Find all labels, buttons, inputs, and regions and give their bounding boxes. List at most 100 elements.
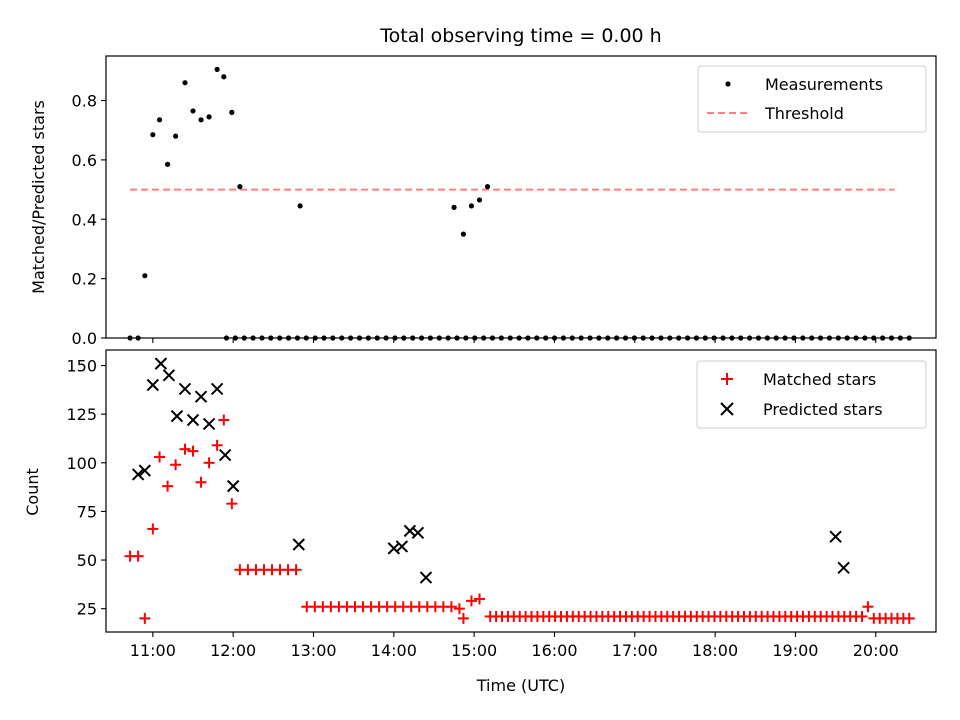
predicted-star-point xyxy=(186,413,200,427)
predicted-star-point xyxy=(154,357,168,370)
predicted-star-point xyxy=(131,468,145,481)
predicted-star-point xyxy=(837,561,850,575)
measurement-point xyxy=(451,204,457,210)
bottom-x-tick-label: 12:00 xyxy=(210,641,256,660)
predicted-star-point xyxy=(162,369,176,382)
matched-star-point xyxy=(218,414,230,426)
bottom-y-axis-label: Count xyxy=(23,468,42,516)
top-legend-box xyxy=(697,65,927,133)
bottom-x-ticks: 11:00 12:00 13:00 14:00 15:00 16:00 17:00 18:00… xyxy=(130,632,899,660)
matched-star-point xyxy=(170,459,182,471)
measurement-point xyxy=(182,80,188,86)
measurement-point xyxy=(468,203,475,209)
matched-star-point xyxy=(179,443,191,455)
measurement-point xyxy=(221,74,227,80)
top-y-tick-label: 0.4 xyxy=(72,210,97,229)
matched-star-point xyxy=(457,612,469,624)
matched-star-point xyxy=(290,564,302,576)
matched-star-point xyxy=(139,612,151,624)
matched-star-point xyxy=(154,451,166,463)
measurement-point xyxy=(229,109,235,115)
top-panel: Matched/Predicted stars 0.00.20.40.60.8 … xyxy=(29,55,937,348)
bottom-y-tick-label: 100 xyxy=(66,454,97,473)
matched-star-point xyxy=(132,550,144,562)
matched-star-point xyxy=(162,480,174,492)
predicted-star-point xyxy=(210,382,224,396)
measurement-point xyxy=(156,117,163,123)
measurement-point xyxy=(476,197,483,203)
predicted-star-point xyxy=(419,571,433,584)
predicted-star-point xyxy=(170,409,184,423)
matched-star-point xyxy=(445,601,457,613)
matched-star-point xyxy=(211,439,223,451)
legend-predicted-marker xyxy=(720,402,734,416)
legend-matched-label: Matched stars xyxy=(763,370,876,389)
bottom-x-tick-label: 13:00 xyxy=(290,641,336,660)
bottom-x-axis-label: Time (UTC) xyxy=(476,676,565,695)
bottom-x-tick-label: 19:00 xyxy=(772,641,818,660)
bottom-x-tick-label: 16:00 xyxy=(531,641,577,660)
legend-measurements-marker xyxy=(725,81,731,87)
predicted-star-points xyxy=(131,357,850,584)
bottom-panel: Count Time (UTC) 25 50 75 100 125 150 11:00 12… xyxy=(23,349,937,695)
predicted-star-point xyxy=(218,448,232,462)
bottom-x-tick-label: 17:00 xyxy=(612,641,658,660)
matched-star-point xyxy=(465,595,477,607)
top-y-tick-label: 0.2 xyxy=(72,270,97,289)
measurement-point xyxy=(150,132,156,138)
bottom-x-tick-label: 11:00 xyxy=(130,641,176,660)
matched-star-point xyxy=(147,523,159,535)
top-y-tick-label: 0.6 xyxy=(72,151,97,170)
top-y-tick-label: 0.8 xyxy=(72,92,97,111)
predicted-star-point xyxy=(829,530,842,543)
predicted-star-point xyxy=(411,526,425,540)
chart-title: Total observing time = 0.00 h xyxy=(379,25,661,47)
measurement-point xyxy=(214,66,220,72)
matched-star-point xyxy=(187,445,199,457)
predicted-star-point xyxy=(395,540,409,553)
bottom-legend-box xyxy=(696,360,927,429)
measurement-point xyxy=(190,108,196,114)
predicted-star-point xyxy=(292,538,305,551)
bottom-y-tick-label: 150 xyxy=(66,357,97,376)
measurement-point xyxy=(484,184,491,190)
top-axes-frame xyxy=(105,55,937,339)
bottom-axes-frame xyxy=(105,349,937,633)
top-y-ticks: 0.0 0.2 0.4 0.6 0.8 xyxy=(72,92,106,348)
predicted-star-point xyxy=(202,417,216,431)
bottom-y-ticks: 25 50 75 100 125 150 xyxy=(66,357,106,619)
bottom-legend: Matched stars Predicted stars xyxy=(696,360,927,429)
legend-matched-marker xyxy=(721,373,733,385)
bottom-x-tick-label: 15:00 xyxy=(451,641,497,660)
predicted-star-point xyxy=(146,378,160,392)
matched-star-point xyxy=(195,476,207,488)
matched-star-points xyxy=(124,414,915,624)
predicted-star-point xyxy=(178,382,192,396)
measurement-point xyxy=(237,184,243,190)
matched-star-point xyxy=(862,601,874,613)
matched-star-point xyxy=(203,457,215,469)
bottom-y-tick-label: 75 xyxy=(77,502,97,521)
matched-star-point xyxy=(856,610,868,622)
measurement-point xyxy=(198,117,204,123)
bottom-y-tick-label: 25 xyxy=(77,600,97,619)
top-legend: Measurements Threshold xyxy=(697,65,927,133)
predicted-star-point xyxy=(387,542,401,555)
measurement-points xyxy=(127,66,912,341)
top-y-tick-label: 0.0 xyxy=(72,329,97,348)
top-y-axis-label: Matched/Predicted stars xyxy=(29,100,48,294)
bottom-x-tick-label: 14:00 xyxy=(371,641,417,660)
measurement-point xyxy=(142,273,148,279)
predicted-star-point xyxy=(226,479,240,493)
measurement-point xyxy=(206,114,212,120)
matched-star-point xyxy=(474,593,485,605)
measurement-point xyxy=(297,203,303,209)
bottom-x-tick-label: 20:00 xyxy=(853,641,899,660)
legend-predicted-label: Predicted stars xyxy=(763,400,883,419)
predicted-star-point xyxy=(194,390,208,403)
legend-measurements-label: Measurements xyxy=(765,75,883,94)
measurement-point xyxy=(173,133,179,139)
measurement-point xyxy=(164,161,171,167)
bottom-x-tick-label: 18:00 xyxy=(692,641,738,660)
